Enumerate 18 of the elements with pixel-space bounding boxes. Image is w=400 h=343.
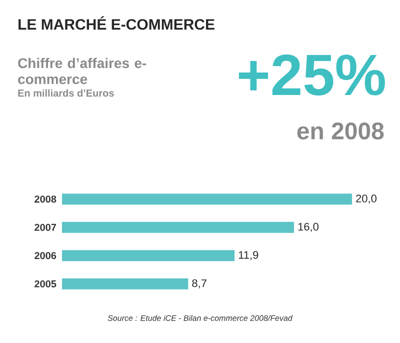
y-tick-label: 2005 bbox=[34, 280, 56, 288]
text: en 2008 bbox=[297, 122, 384, 140]
chart-subtitle: Chiffre d’affaires e-commerce bbox=[18, 58, 146, 84]
data-label: 20,0 bbox=[356, 194, 376, 204]
data-label: 8,7 bbox=[192, 279, 206, 288]
bar bbox=[62, 222, 294, 233]
chart-title: LE MARCHÉ E-COMMERCE bbox=[18, 16, 214, 30]
y-tick-label: 2007 bbox=[34, 224, 56, 231]
text: +25% bbox=[238, 54, 385, 96]
y-tick-label: 2006 bbox=[34, 252, 56, 260]
data-label: 16,0 bbox=[298, 222, 318, 232]
y-tick-label: 2008 bbox=[34, 196, 56, 203]
bar bbox=[62, 278, 188, 290]
data-label: 11,9 bbox=[238, 251, 258, 260]
source-note: Source : Etude iCE - Bilan e-commerce 2008/Fevad bbox=[108, 315, 293, 321]
bar bbox=[62, 194, 352, 205]
text: En milliards d’Euros bbox=[18, 89, 114, 97]
bar bbox=[62, 250, 235, 262]
